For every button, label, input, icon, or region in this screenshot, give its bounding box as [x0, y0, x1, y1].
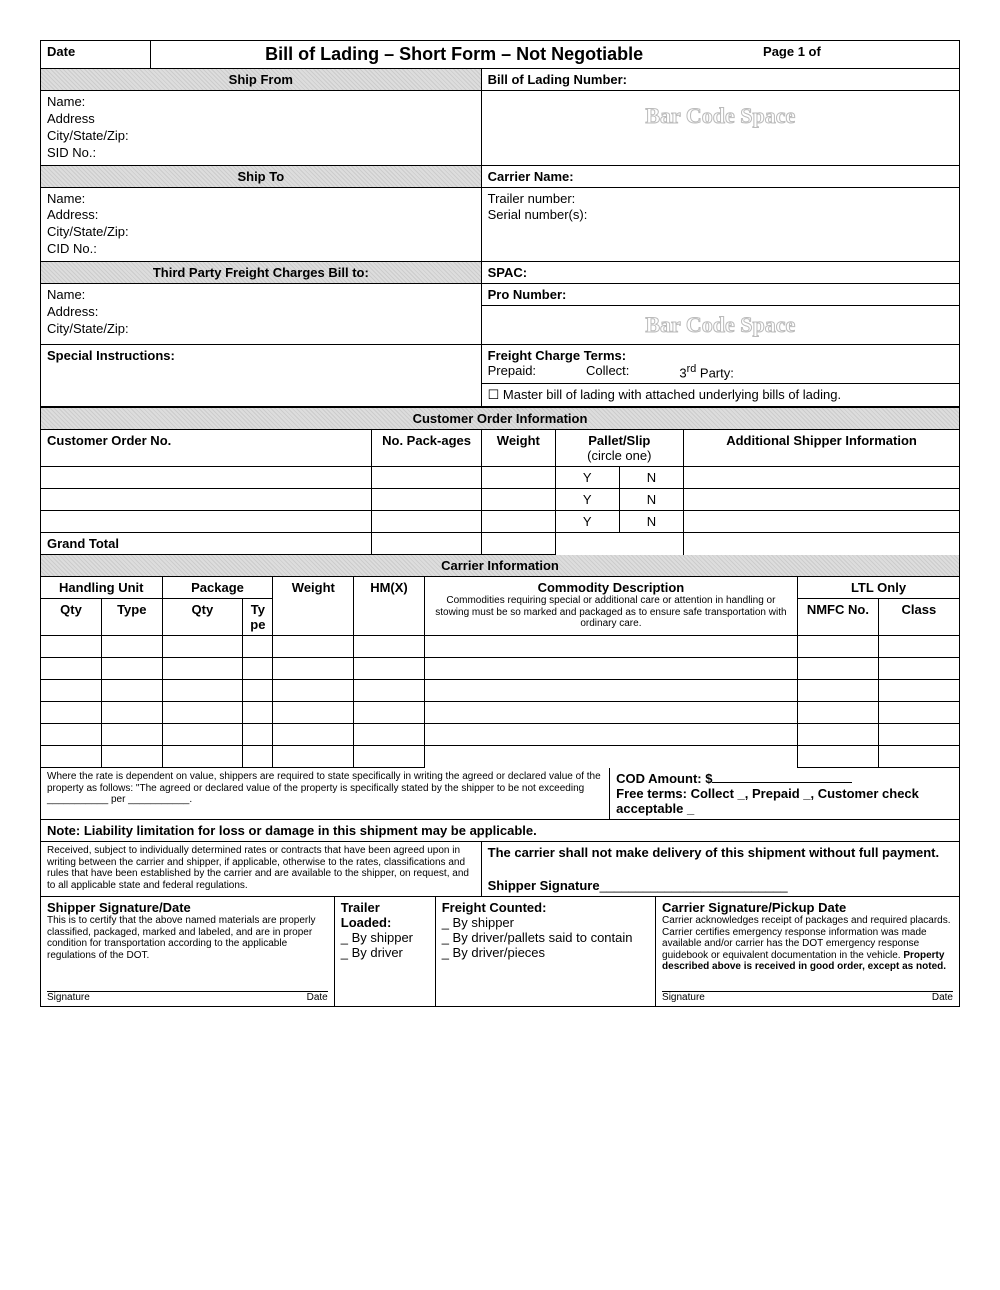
tp-csz: City/State/Zip:: [47, 321, 475, 338]
carrier-block[interactable]: Trailer number: Serial number(s):: [482, 188, 959, 262]
table-row[interactable]: YN: [41, 511, 959, 533]
header-row: Date Bill of Lading – Short Form – Not N…: [41, 41, 959, 69]
col-pallet: Pallet/Slip (circle one): [555, 430, 684, 467]
third-party-header: Third Party Freight Charges Bill to:: [41, 262, 482, 283]
bill-of-lading-form: Date Bill of Lading – Short Form – Not N…: [40, 40, 960, 1007]
delivery-block: The carrier shall not make delivery of t…: [482, 842, 959, 896]
received-text: Received, subject to individually determ…: [41, 842, 482, 896]
customer-order-header: Customer Order Information: [41, 408, 959, 430]
shipper-sig-block[interactable]: Shipper Signature/Date This is to certif…: [41, 897, 335, 1006]
table-row[interactable]: [41, 702, 959, 724]
cod-block[interactable]: COD Amount: $ Free terms: Collect _, Pre…: [610, 768, 959, 819]
master-bol-checkbox[interactable]: ☐ Master bill of lading with attached un…: [482, 384, 959, 406]
ship-to-cid: CID No.:: [47, 241, 475, 258]
col-weight: Weight: [482, 430, 555, 467]
ship-to-name: Name:: [47, 191, 475, 208]
table-row[interactable]: YN: [41, 467, 959, 489]
ship-from-block[interactable]: Name: Address City/State/Zip: SID No.:: [41, 91, 482, 165]
freight-counted-block[interactable]: Freight Counted: _ By shipper _ By drive…: [436, 897, 656, 1006]
ship-to-block[interactable]: Name: Address: City/State/Zip: CID No.:: [41, 188, 482, 262]
date-label[interactable]: Date: [41, 41, 151, 68]
tp-name: Name:: [47, 287, 475, 304]
ship-from-header: Ship From: [41, 69, 482, 90]
table-row[interactable]: [41, 724, 959, 746]
bol-number-label: Bill of Lading Number:: [482, 69, 959, 90]
trailer-loaded-block[interactable]: Trailer Loaded: _ By shipper _ By driver: [335, 897, 436, 1006]
serial-numbers: Serial number(s):: [488, 207, 953, 224]
col-packages: No. Pack-ages: [371, 430, 481, 467]
third-party-term[interactable]: 3rd Party:: [679, 363, 733, 380]
pro-barcode: Bar Code Space: [482, 306, 959, 344]
ship-to-csz: City/State/Zip:: [47, 224, 475, 241]
table-row[interactable]: [41, 746, 959, 768]
customer-order-table: Customer Order Information Customer Orde…: [41, 407, 959, 555]
form-title: Bill of Lading – Short Form – Not Negoti…: [157, 44, 751, 65]
table-row[interactable]: YN: [41, 489, 959, 511]
ship-from-address: Address: [47, 111, 475, 128]
carrier-name-label: Carrier Name:: [482, 166, 959, 187]
ship-to-address: Address:: [47, 207, 475, 224]
liability-note: Note: Liability limitation for loss or d…: [41, 820, 959, 841]
col-weight2: Weight: [273, 577, 354, 636]
table-row[interactable]: [41, 658, 959, 680]
grand-total: Grand Total: [41, 533, 371, 555]
ltl-header: LTL Only: [798, 577, 959, 599]
spac-label: SPAC:: [482, 262, 959, 283]
tp-address: Address:: [47, 304, 475, 321]
collect[interactable]: Collect:: [586, 363, 629, 380]
trailer-number: Trailer number:: [488, 191, 953, 208]
package-header: Package: [162, 577, 273, 599]
carrier-sig-block[interactable]: Carrier Signature/Pickup Date Carrier ac…: [656, 897, 959, 1006]
third-party-block[interactable]: Name: Address: City/State/Zip:: [41, 284, 482, 344]
special-instructions[interactable]: Special Instructions:: [41, 345, 482, 406]
page-label: Page 1 of: [757, 41, 959, 68]
bol-barcode: Bar Code Space: [482, 91, 959, 141]
col-addl: Additional Shipper Information: [684, 430, 959, 467]
col-commodity: Commodity Description Commodities requir…: [424, 577, 797, 636]
declared-value-text: Where the rate is dependent on value, sh…: [41, 768, 610, 819]
carrier-sig-text: Carrier acknowledges receipt of packages…: [662, 915, 953, 973]
pro-number-label: Pro Number:: [482, 284, 959, 306]
carrier-info-header: Carrier Information: [41, 555, 959, 577]
handling-unit-header: Handling Unit: [41, 577, 162, 599]
carrier-info-table: Carrier Information Handling Unit Packag…: [41, 555, 959, 768]
ship-from-csz: City/State/Zip:: [47, 128, 475, 145]
ship-from-sid: SID No.:: [47, 145, 475, 162]
table-row[interactable]: [41, 636, 959, 658]
col-order-no: Customer Order No.: [41, 430, 371, 467]
col-hm: HM(X): [354, 577, 425, 636]
ship-from-name: Name:: [47, 94, 475, 111]
prepaid[interactable]: Prepaid:: [488, 363, 536, 380]
ship-to-header: Ship To: [41, 166, 482, 187]
table-row[interactable]: [41, 680, 959, 702]
freight-terms-header: Freight Charge Terms:: [488, 348, 953, 363]
